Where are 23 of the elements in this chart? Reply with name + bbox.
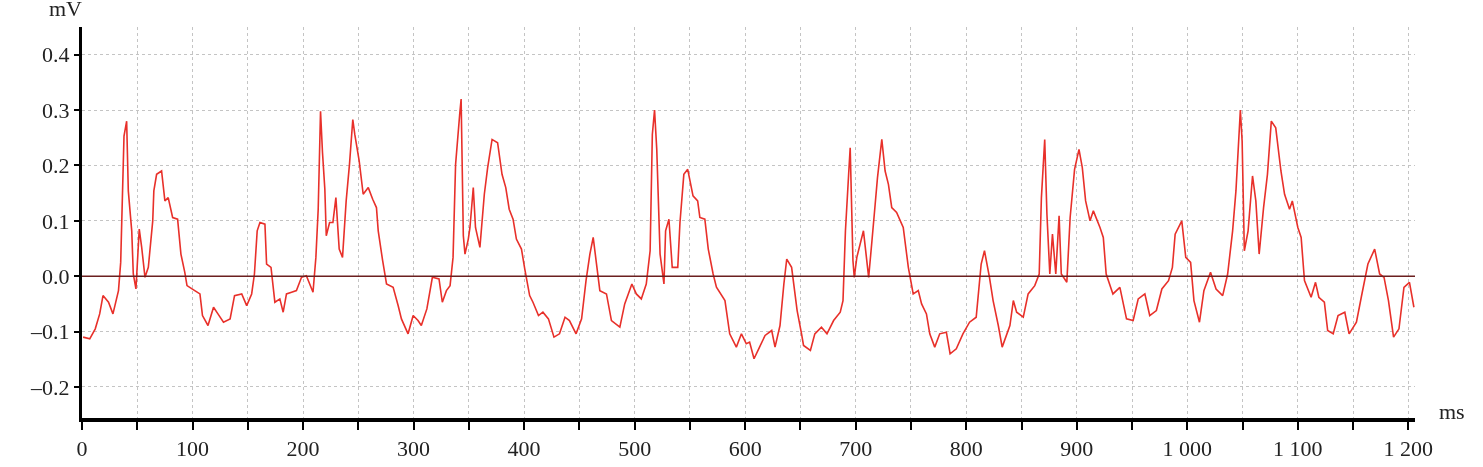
y-tick-label: 0.1 <box>42 208 70 234</box>
x-axis-title: ms <box>1439 399 1465 424</box>
x-tick-label: 1 200 <box>1383 436 1434 462</box>
y-tick-label: –0.1 <box>30 319 70 345</box>
x-tick-label: 100 <box>176 436 210 462</box>
x-tick-label: 0 <box>76 436 88 462</box>
x-tick-label: 900 <box>1060 436 1094 462</box>
x-tick-label: 800 <box>949 436 983 462</box>
x-tick-label: 200 <box>286 436 320 462</box>
x-tick-label: 700 <box>839 436 873 462</box>
line-series <box>82 98 1415 360</box>
y-tick-label: –0.2 <box>30 374 70 400</box>
x-tick-label: 1 000 <box>1162 436 1213 462</box>
x-tick-label: 500 <box>618 436 652 462</box>
y-tick-label: 0.4 <box>42 42 70 68</box>
x-tick-label: 1 100 <box>1273 436 1323 462</box>
x-tick-label: 600 <box>728 436 762 462</box>
y-tick-label: 0.2 <box>42 153 70 179</box>
y-tick-label: 0.0 <box>42 263 70 289</box>
x-tick-label: 400 <box>507 436 541 462</box>
y-tick-label: 0.3 <box>42 97 70 123</box>
y-axis-title: mV <box>49 0 83 21</box>
x-tick-label: 300 <box>397 436 431 462</box>
